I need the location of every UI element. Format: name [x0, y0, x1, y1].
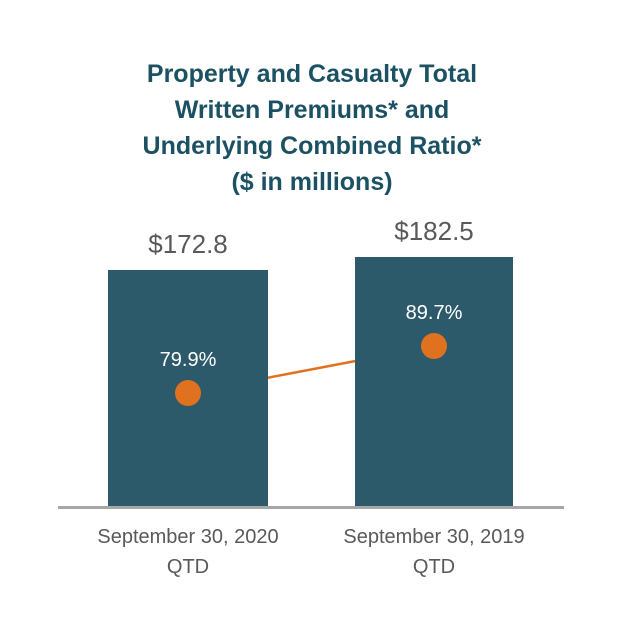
bar-1: [355, 257, 513, 508]
bar-value-label-0: $172.8: [148, 229, 228, 259]
x-axis-line: [58, 506, 564, 509]
ratio-dot-1: [421, 333, 447, 359]
ratio-dot-0: [175, 380, 201, 406]
bar-value-label-1: $182.5: [394, 216, 474, 246]
x-axis-label-1: September 30, 2019 QTD: [343, 526, 525, 578]
chart-title: Property and Casualty Total Written Prem…: [142, 60, 482, 196]
x-axis-label-0: September 30, 2020 QTD: [97, 526, 279, 578]
ratio-label-0: 79.9%: [159, 349, 217, 371]
ratio-label-1: 89.7%: [405, 302, 463, 324]
